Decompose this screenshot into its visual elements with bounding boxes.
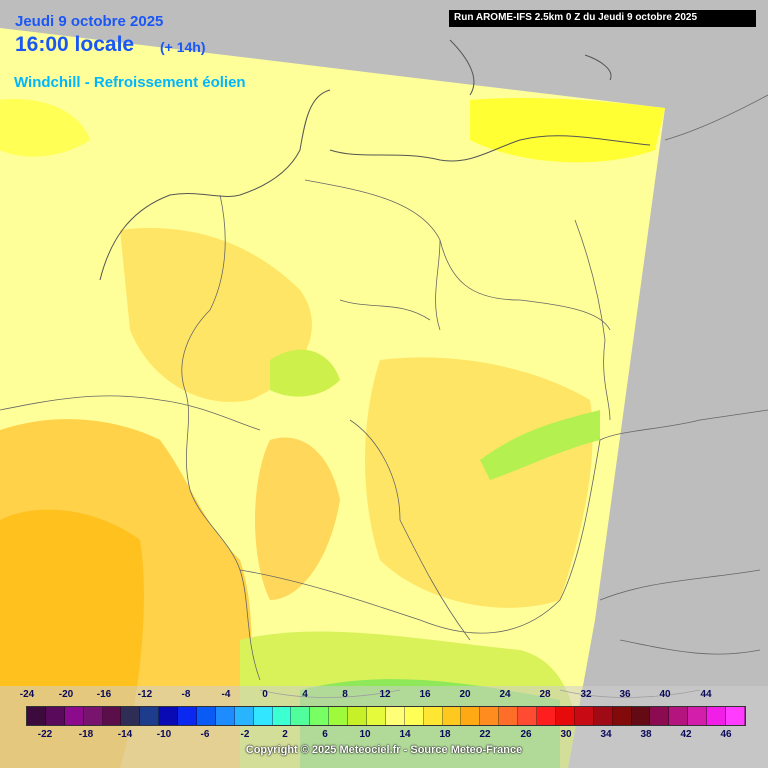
forecast-date: Jeudi 9 octobre 2025 — [15, 13, 164, 30]
legend-tick: 24 — [499, 689, 511, 700]
legend-swatch — [442, 707, 462, 725]
legend-swatch — [102, 707, 122, 725]
legend-tick: 30 — [560, 729, 572, 740]
legend-swatch — [348, 707, 368, 725]
legend-tick: -10 — [156, 729, 172, 740]
legend-background — [0, 686, 768, 768]
legend-swatch — [45, 707, 65, 725]
legend-swatch — [650, 707, 670, 725]
legend-swatch — [555, 707, 575, 725]
legend-tick: 10 — [359, 729, 371, 740]
legend-tick: 36 — [619, 689, 631, 700]
legend-tick: 46 — [720, 729, 732, 740]
legend-swatch — [518, 707, 538, 725]
legend-swatch — [707, 707, 726, 725]
legend-swatch — [612, 707, 632, 725]
legend-tick: -12 — [137, 689, 153, 700]
legend-tick: 2 — [282, 729, 288, 740]
forecast-offset: (+ 14h) — [160, 39, 206, 55]
legend-swatch — [27, 707, 46, 725]
legend-tick: 38 — [640, 729, 652, 740]
legend-swatch — [329, 707, 349, 725]
legend-tick: 34 — [600, 729, 612, 740]
parameter-title: Windchill - Refroissement éolien — [14, 74, 246, 91]
legend-swatch — [64, 707, 84, 725]
run-info-text: Run AROME-IFS 2.5km 0 Z du Jeudi 9 octob… — [454, 12, 698, 23]
copyright-text: Copyright © 2025 Meteociel.fr - Source M… — [245, 744, 523, 756]
run-info-box — [449, 10, 756, 27]
baltic-coast-zone — [470, 97, 665, 163]
legend-swatch — [253, 707, 273, 725]
legend-swatch — [669, 707, 689, 725]
legend-tick: -16 — [96, 689, 112, 700]
legend-tick: 28 — [539, 689, 551, 700]
rhine-valley-zone — [255, 437, 340, 600]
legend-swatch — [574, 707, 594, 725]
legend-swatch — [423, 707, 443, 725]
legend-swatch — [631, 707, 651, 725]
legend-tick: -20 — [58, 689, 74, 700]
legend-swatch — [367, 707, 386, 725]
legend-swatch — [593, 707, 613, 725]
legend-swatch — [688, 707, 708, 725]
coastlines — [99, 39, 651, 281]
legend-tick: 16 — [419, 689, 431, 700]
legend-swatch — [725, 707, 745, 725]
legend-top-ticks: -24 -20 -16 -12 -8 -4 0 4 8 12 16 20 24 … — [0, 689, 768, 703]
legend-swatch — [140, 707, 160, 725]
legend-swatch — [404, 707, 424, 725]
legend-tick: 0 — [262, 689, 268, 700]
legend-swatch — [499, 707, 519, 725]
forecast-time: 16:00 locale — [15, 33, 135, 56]
legend-tick: -4 — [221, 689, 231, 700]
legend-swatch — [159, 707, 179, 725]
legend-swatch — [310, 707, 330, 725]
legend-swatch — [197, 707, 216, 725]
legend-tick: -8 — [181, 689, 191, 700]
legend-tick: -6 — [200, 729, 210, 740]
legend-tick: 4 — [302, 689, 308, 700]
legend-tick: 12 — [379, 689, 391, 700]
legend-tick: 26 — [520, 729, 532, 740]
legend-swatch — [480, 707, 500, 725]
legend-swatch — [234, 707, 254, 725]
legend-swatch — [461, 707, 481, 725]
legend-tick: -18 — [78, 729, 94, 740]
legend-bottom-ticks: -22 -18 -14 -10 -6 -2 2 6 10 14 18 22 26… — [0, 729, 768, 743]
legend-tick: 32 — [580, 689, 592, 700]
lowlands-warm-zone — [120, 228, 312, 402]
ore-mountains-band — [480, 410, 600, 480]
legend-swatch — [385, 707, 405, 725]
legend-tick: -14 — [117, 729, 133, 740]
legend-swatch — [83, 707, 103, 725]
legend-swatch — [291, 707, 311, 725]
legend-swatch — [215, 707, 235, 725]
legend-swatch — [121, 707, 141, 725]
legend-tick: 22 — [479, 729, 491, 740]
legend-tick: -22 — [37, 729, 53, 740]
legend-tick: 8 — [342, 689, 348, 700]
legend-tick: 14 — [399, 729, 411, 740]
central-warm-zone — [365, 357, 593, 608]
legend-tick: 6 — [322, 729, 328, 740]
legend-tick: -2 — [240, 729, 250, 740]
legend-tick: 44 — [700, 689, 712, 700]
legend-swatch — [272, 707, 292, 725]
legend-tick: 40 — [659, 689, 671, 700]
color-scale-bar — [26, 706, 746, 726]
legend-swatch — [537, 707, 556, 725]
legend-tick: 42 — [680, 729, 692, 740]
borders — [0, 94, 768, 698]
legend-swatch — [178, 707, 198, 725]
legend-tick: 20 — [459, 689, 471, 700]
north-sea-zone — [0, 99, 90, 157]
legend-tick: -24 — [19, 689, 35, 700]
highlands-band — [270, 349, 340, 397]
legend-tick: 18 — [439, 729, 451, 740]
